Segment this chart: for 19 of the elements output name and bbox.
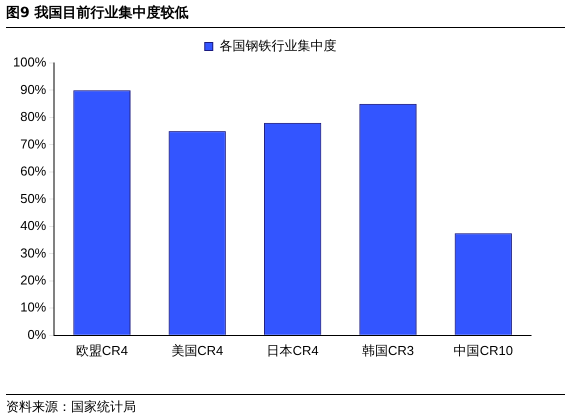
y-tick-label: 100%	[13, 54, 47, 70]
y-tick-label: 30%	[20, 245, 47, 260]
y-tick-label: 70%	[20, 136, 47, 152]
y-tick-label: 50%	[20, 190, 47, 206]
y-tick-label: 90%	[20, 82, 47, 97]
y-tick-label: 80%	[20, 109, 47, 124]
x-tick-label: 日本CR4	[266, 342, 319, 358]
text: 资料来源：国家统计局	[6, 394, 565, 416]
y-tick-label: 40%	[20, 218, 47, 234]
x-tick-label: 中国CR10	[454, 342, 513, 358]
y-tick-label: 0%	[27, 326, 47, 342]
chart-title: 图9 我国目前行业集中度较低	[6, 4, 565, 28]
x-tick-label: 欧盟CR4	[76, 342, 128, 358]
x-tick-label: 美国CR4	[171, 342, 224, 358]
y-tick-label: 10%	[20, 300, 47, 315]
legend-label: 各国钢铁行业集中度	[219, 38, 336, 54]
y-tick-label: 20%	[20, 272, 47, 288]
y-tick-label: 60%	[20, 164, 47, 179]
x-tick-label: 韩国CR3	[362, 342, 414, 358]
